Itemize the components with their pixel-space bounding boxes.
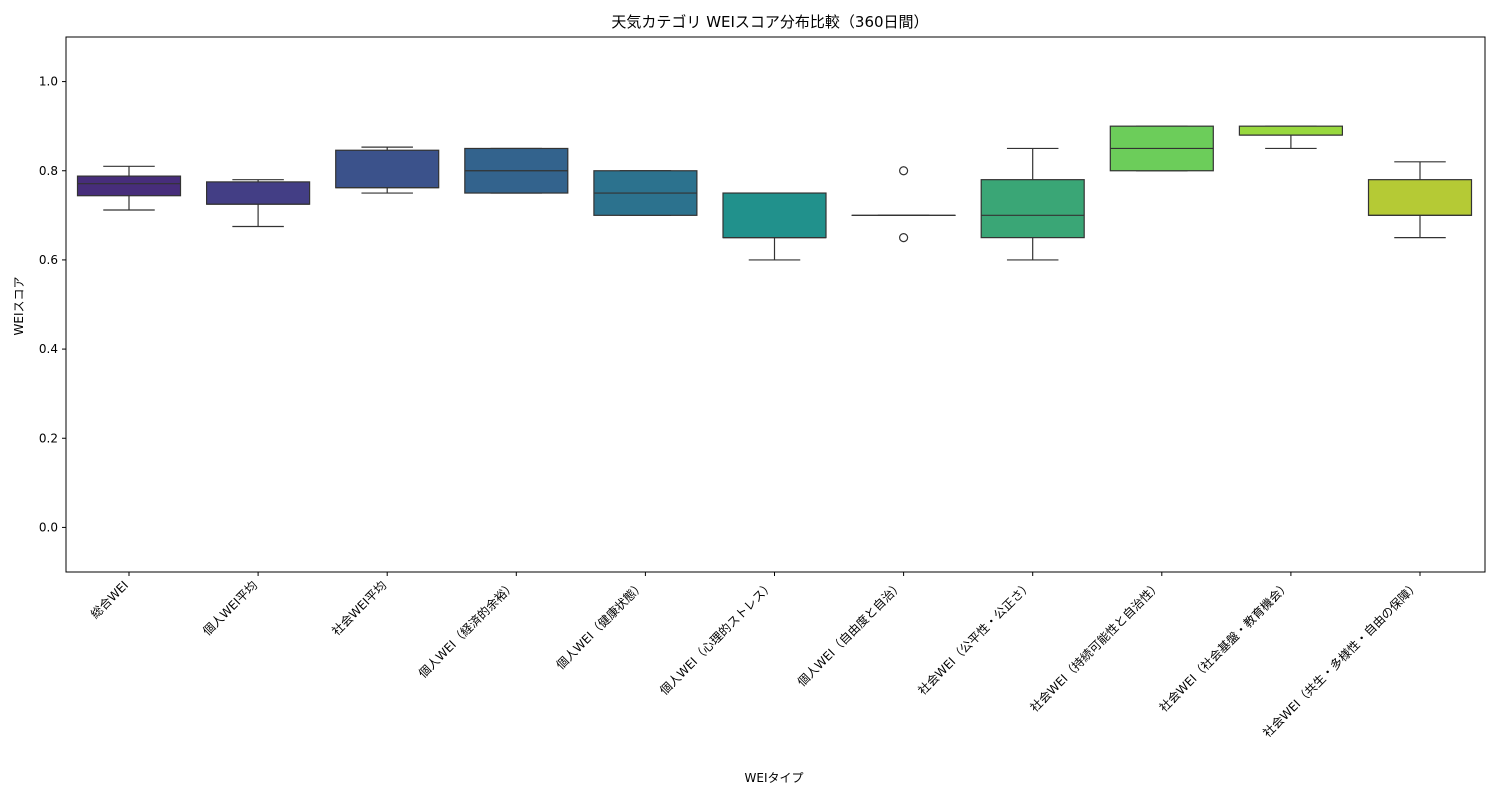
box-4 — [593, 170, 698, 216]
y-tick-label-5: 1.0 — [39, 75, 58, 89]
x-tick-label-6: 個人WEI（自由度と自治） — [794, 578, 906, 690]
y-tick-label-4: 0.8 — [39, 164, 58, 178]
x-axis-label: WEIタイプ — [745, 771, 804, 785]
box-10 — [1367, 161, 1473, 239]
box-body-9 — [1238, 125, 1344, 136]
x-tick-label-9: 社会WEI（社会基盤・教育機会） — [1156, 578, 1293, 715]
x-tick-label-8: 社会WEI（持続可能性と自治性） — [1027, 578, 1164, 715]
y-tick-label-2: 0.4 — [39, 342, 58, 356]
plot-area — [76, 125, 1473, 261]
y-axis-label: WEIスコア — [12, 277, 26, 336]
box-5 — [722, 192, 827, 261]
y-tick-label-3: 0.6 — [39, 253, 58, 267]
chart-title: 天気カテゴリ WEIスコア分布比較（360日間） — [611, 13, 928, 31]
box-1 — [206, 179, 311, 228]
x-tick-label-5: 個人WEI（心理的ストレス） — [656, 578, 776, 698]
box-0 — [76, 165, 182, 211]
box-9 — [1238, 125, 1344, 150]
x-tick-label-7: 社会WEI（公平性・公正さ） — [915, 578, 1035, 698]
x-tick-label-3: 個人WEI（経済的余裕） — [415, 578, 518, 681]
box-8 — [1109, 125, 1214, 172]
outlier-6-1 — [898, 233, 909, 243]
box-7 — [980, 147, 1085, 261]
box-body-7 — [980, 179, 1085, 239]
x-tick-label-2: 社会WEI平均 — [329, 578, 390, 639]
box-3 — [464, 147, 569, 194]
box-body-2 — [335, 149, 440, 189]
x-tick-label-1: 個人WEI平均 — [200, 578, 260, 638]
y-tick-label-0: 0.0 — [39, 520, 58, 534]
x-tick-label-0: 総合WEI — [87, 578, 131, 622]
box-6 — [851, 166, 956, 243]
box-body-5 — [722, 192, 827, 239]
y-tick-label-1: 0.2 — [39, 431, 58, 445]
outlier-6-0 — [898, 166, 909, 176]
box-body-0 — [76, 175, 182, 197]
x-tick-label-4: 個人WEI（健康状態） — [553, 578, 648, 673]
x-axis: 総合WEI 個人WEI平均 社会WEI平均 個人WEI（経済的余裕） 個人WEI（健康状… — [87, 572, 1422, 740]
x-tick-label-10: 社会WEI（共生・多様性・自由の保障） — [1259, 578, 1422, 741]
plot-frame — [65, 36, 1486, 573]
box-body-1 — [206, 181, 311, 205]
box-body-10 — [1367, 179, 1473, 216]
box-2 — [335, 146, 440, 194]
y-axis: 0.0 0.2 0.4 0.6 0.8 1.0 — [39, 75, 66, 534]
